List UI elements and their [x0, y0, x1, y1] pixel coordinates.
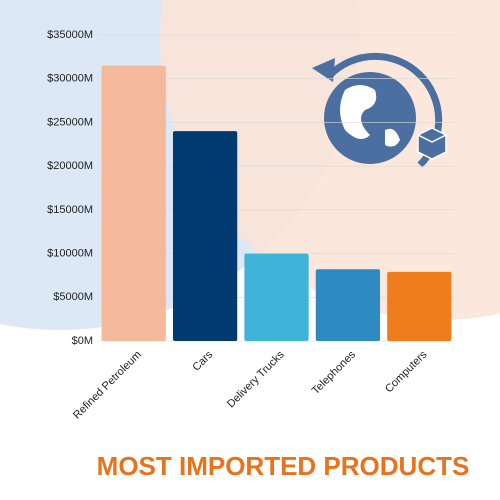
x-tick-label: Cars — [190, 348, 215, 373]
bar — [244, 253, 309, 341]
bar — [101, 65, 166, 341]
y-tick-label: $35000M — [47, 29, 93, 41]
x-tick-label: Computers — [383, 348, 430, 395]
x-tick-label: Refined Petroleum — [71, 349, 144, 422]
y-tick-label: $10000M — [47, 247, 93, 259]
globe — [324, 72, 416, 164]
y-tick-label: $25000M — [47, 116, 93, 128]
arrow-head — [312, 58, 335, 82]
y-tick-label: $30000M — [47, 73, 93, 85]
cube — [417, 127, 447, 160]
x-tick-label: Telephones — [310, 348, 359, 397]
cube-edges — [417, 134, 447, 143]
y-tick-label: $0M — [72, 335, 93, 347]
y-tick-label: $20000M — [47, 160, 93, 172]
x-tick-label: Delivery Trucks — [225, 348, 287, 410]
bar — [315, 269, 381, 341]
bg-circle-peach — [160, 0, 500, 320]
continents — [340, 85, 400, 147]
bar — [172, 131, 238, 341]
chart-title: MOST IMPORTED PRODUCTS — [97, 451, 470, 481]
globe-icon — [312, 52, 447, 168]
y-tick-label: $5000M — [53, 291, 93, 303]
bar — [387, 271, 452, 341]
y-tick-label: $15000M — [47, 204, 93, 216]
